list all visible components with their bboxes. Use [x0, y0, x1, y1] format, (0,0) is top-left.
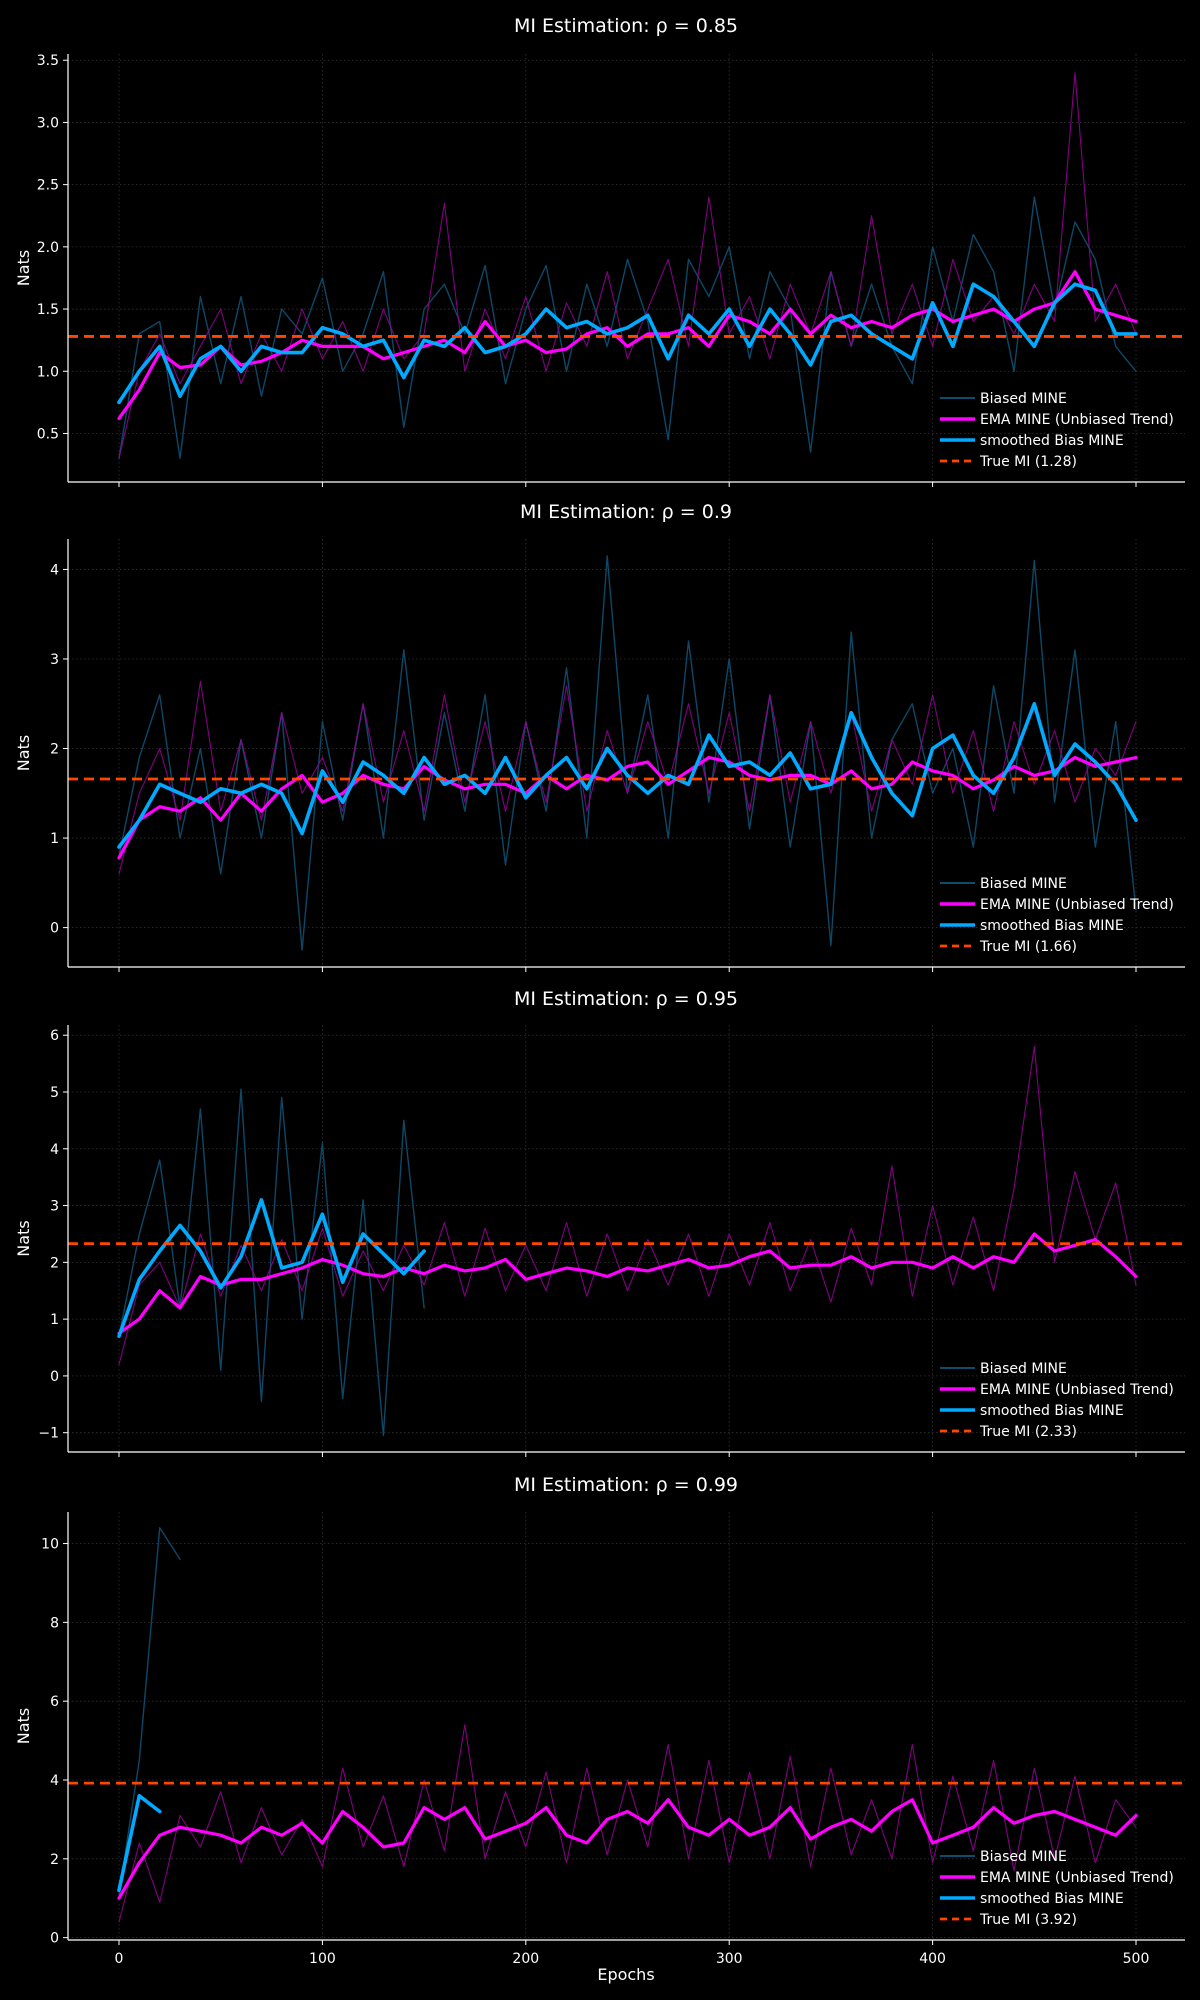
ema-mine-trend-line [117, 1232, 1138, 1335]
legend-label: True MI (1.28) [979, 454, 1077, 470]
legend: Biased MINE EMA MINE (Unbiased Trend) smo… [940, 876, 1174, 955]
x-tick-label: 500 [1123, 1951, 1150, 1967]
chart-title: MI Estimation: ρ = 0.95 [514, 988, 738, 1010]
y-tick-label: 2.5 [37, 178, 59, 194]
smoothed-bias-mine-line [117, 1794, 162, 1893]
biased-mine-line [118, 1527, 181, 1895]
legend-label: Biased MINE [980, 1849, 1067, 1865]
legend-label: Biased MINE [980, 876, 1067, 892]
y-tick-label: 6 [50, 1694, 59, 1710]
smoothed-bias-mine-line [117, 702, 1138, 849]
chart-title: MI Estimation: ρ = 0.99 [514, 1474, 738, 1496]
y-tick-label: 4 [50, 1773, 59, 1789]
y-tick-label: 2 [50, 742, 59, 758]
legend-label: EMA MINE (Unbiased Trend) [980, 1870, 1174, 1886]
x-tick-label: 200 [512, 1951, 539, 1967]
x-tick-label: 400 [919, 1951, 946, 1967]
chart-title: MI Estimation: ρ = 0.9 [520, 501, 732, 523]
smoothed-bias-mine-line [117, 282, 1138, 405]
y-tick-label: 4 [50, 1142, 59, 1158]
legend: Biased MINE EMA MINE (Unbiased Trend) smo… [940, 1361, 1174, 1440]
y-tick-label: 3 [50, 652, 59, 668]
legend-label: True MI (2.33) [979, 1424, 1077, 1440]
legend-label: True MI (3.92) [979, 1912, 1077, 1928]
y-tick-label: 1 [50, 831, 59, 847]
x-tick-label: 100 [309, 1951, 336, 1967]
y-tick-label: 3.5 [37, 53, 59, 69]
y-tick-label: 6 [50, 1028, 59, 1044]
y-tick-label: 3 [50, 1199, 59, 1215]
biased-mine-line [118, 196, 1137, 460]
x-tick-label: 0 [115, 1951, 124, 1967]
ema-mine-trend-line [117, 755, 1138, 860]
y-tick-label: 0.5 [37, 426, 59, 442]
x-tick-label: 300 [716, 1951, 743, 1967]
y-tick-label: 10 [41, 1537, 59, 1553]
y-tick-label: 2 [50, 1852, 59, 1868]
chart-panel-2: −1 0 1 2 3 4 5 6 MI Estimation: ρ = 0.95 Nats Bias… [14, 988, 1185, 1457]
y-tick-label: 1 [50, 1312, 59, 1328]
ema-mine-raw-line [118, 1046, 1137, 1366]
legend-label: smoothed Bias MINE [980, 918, 1124, 934]
y-axis-label: Nats [14, 250, 33, 286]
y-tick-label: 2.0 [37, 240, 59, 256]
y-axis-label: Nats [14, 1708, 33, 1744]
y-tick-label: 8 [50, 1615, 59, 1631]
legend-label: EMA MINE (Unbiased Trend) [980, 897, 1174, 913]
biased-mine-line [118, 1088, 425, 1437]
x-axis-label: Epochs [597, 1965, 654, 1984]
legend-label: Biased MINE [980, 391, 1067, 407]
y-tick-label: 3.0 [37, 115, 59, 131]
legend: Biased MINE EMA MINE (Unbiased Trend) smo… [940, 391, 1174, 470]
legend: Biased MINE EMA MINE (Unbiased Trend) smo… [940, 1849, 1174, 1928]
y-axis-label: Nats [14, 735, 33, 771]
y-tick-label: 1.0 [37, 364, 59, 380]
y-tick-label: 5 [50, 1085, 59, 1101]
y-axis-label: Nats [14, 1220, 33, 1256]
ema-mine-raw-line [118, 680, 1137, 875]
y-tick-label: 0 [50, 1931, 59, 1947]
legend-label: EMA MINE (Unbiased Trend) [980, 1382, 1174, 1398]
y-tick-label: 1.5 [37, 302, 59, 318]
y-tick-label: 4 [50, 562, 59, 578]
chart-panel-0: 0.5 1.0 1.5 2.0 2.5 3.0 3.5 MI Estimation: ρ = … [14, 15, 1185, 487]
legend-label: True MI (1.66) [979, 939, 1077, 955]
legend-label: EMA MINE (Unbiased Trend) [980, 412, 1174, 428]
y-tick-label: 0 [50, 921, 59, 937]
y-tick-label: 2 [50, 1255, 59, 1271]
legend-label: smoothed Bias MINE [980, 1891, 1124, 1907]
chart-title: MI Estimation: ρ = 0.85 [514, 15, 738, 37]
y-tick-label: −1 [38, 1426, 59, 1442]
ema-mine-raw-line [118, 1724, 1137, 1923]
chart-panel-1: 0 1 2 3 4 MI Estimation: ρ = 0.9 Nats Biased MI… [14, 501, 1185, 972]
legend-label: smoothed Bias MINE [980, 1403, 1124, 1419]
ema-mine-trend-line [117, 1798, 1138, 1900]
ema-mine-trend-line [117, 270, 1138, 421]
legend-label: Biased MINE [980, 1361, 1067, 1377]
legend-label: smoothed Bias MINE [980, 433, 1124, 449]
y-tick-label: 0 [50, 1369, 59, 1385]
